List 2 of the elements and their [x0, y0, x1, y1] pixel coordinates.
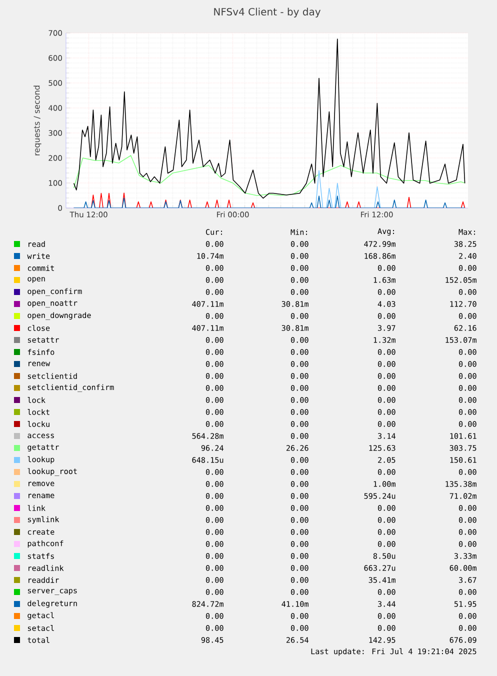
chart-title: NFSv4 Client - by day — [214, 8, 321, 18]
y-axis-title: requests / second — [34, 86, 42, 156]
